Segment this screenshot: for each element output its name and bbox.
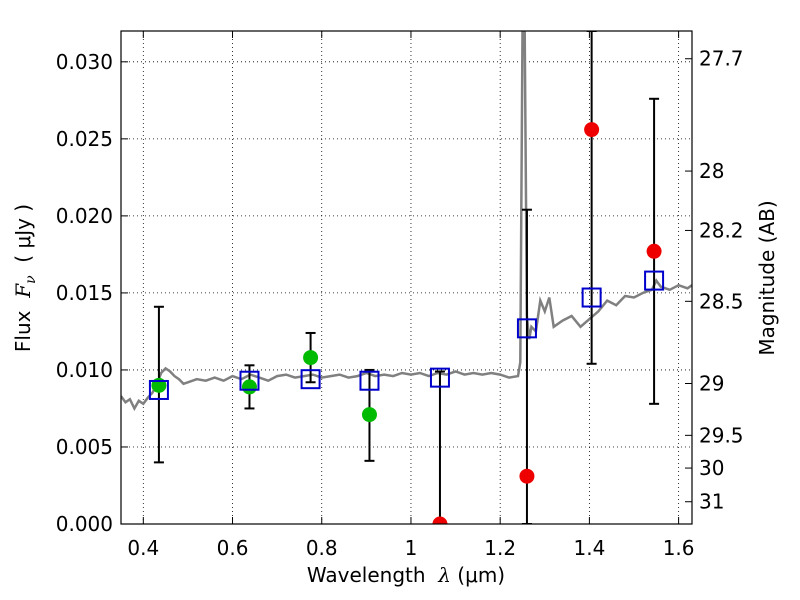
- plot-frame: [120, 30, 693, 525]
- y2-tick-label: 29.5: [699, 423, 744, 447]
- model-spectrum-line: [121, 31, 692, 412]
- x-axis-title: Wavelength λ (μm): [307, 563, 505, 587]
- observed-point-nondetected: [519, 468, 535, 484]
- y2-tick-label: 31: [699, 490, 724, 514]
- axis-ticks: 0.4 0.6 0.8 1 1.2 1.4 1.6 0.000 0.005 0.010 0.015 0…: [56, 31, 744, 560]
- observed-point-detected: [303, 350, 319, 366]
- model-photometry-square: [581, 287, 602, 308]
- model-photometry-square: [148, 379, 169, 400]
- model-photometry-square: [644, 270, 665, 291]
- y-tick-label: 0.030: [56, 50, 113, 74]
- x-tick-label: 0.8: [306, 536, 338, 560]
- x-tick-label: 1.6: [663, 536, 695, 560]
- observed-point-detected: [361, 407, 377, 423]
- x-tick-label: 0.4: [127, 536, 159, 560]
- y-axis-title: Flux Fν ( μJy ): [11, 204, 39, 352]
- observed-flux-markers: [151, 122, 662, 524]
- grid-lines: [121, 31, 692, 525]
- x-tick-label: 1.4: [573, 536, 605, 560]
- y2-tick-label: 28.5: [699, 289, 744, 313]
- y2-axis-title: Magnitude (AB): [755, 200, 779, 355]
- y-tick-label: 0.020: [56, 204, 113, 228]
- x-tick-label: 0.6: [217, 536, 249, 560]
- observed-point-detected: [241, 379, 257, 395]
- plot-area: [121, 31, 692, 524]
- y2-tick-label: 30: [699, 456, 724, 480]
- observed-point-nondetected: [432, 516, 448, 524]
- y2-tick-label: 29: [699, 371, 724, 395]
- model-photometry-square: [516, 318, 537, 339]
- y-tick-label: 0.015: [56, 281, 113, 305]
- y2-tick-label: 28: [699, 159, 724, 183]
- y-tick-label: 0.025: [56, 127, 113, 151]
- model-photometry-markers: [148, 270, 665, 400]
- observed-point-nondetected: [646, 243, 662, 259]
- model-photometry-square: [300, 369, 321, 390]
- y-tick-label: 0.000: [56, 512, 113, 536]
- y2-tick-label: 28.2: [699, 218, 744, 242]
- x-tick-label: 1.2: [484, 536, 516, 560]
- model-photometry-square: [239, 370, 260, 391]
- y2-tick-label: 27.7: [699, 47, 744, 71]
- model-photometry-square: [429, 367, 450, 388]
- y-tick-label: 0.010: [56, 358, 113, 382]
- model-photometry-square: [359, 370, 380, 391]
- x-tick-label: 1: [405, 536, 418, 560]
- error-bars: [153, 31, 660, 524]
- observed-point-nondetected: [584, 122, 600, 138]
- y-tick-label: 0.005: [56, 435, 113, 459]
